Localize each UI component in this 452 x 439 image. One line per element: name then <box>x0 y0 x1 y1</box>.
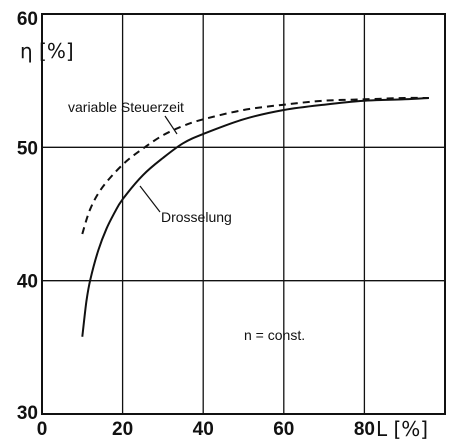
leader-line-drosselung <box>139 185 161 213</box>
series-line-drosselung <box>81 97 429 337</box>
x-tick-label-60: 60 <box>273 419 294 439</box>
x-tick-label-80: 80 <box>354 419 375 439</box>
x-tick-label-40: 40 <box>193 419 214 439</box>
x-tick-label-20: 20 <box>112 419 133 439</box>
x-axis-label: L [%] <box>376 417 428 439</box>
y-tick-label-40: 40 <box>17 272 38 293</box>
annotation-n-const: n = const. <box>244 327 305 343</box>
tick-labels: 0 20 40 60 80 30 40 50 60 <box>17 9 375 439</box>
series-label-drosselung: Drosselung <box>161 209 232 225</box>
series-line-variable-steuerzeit <box>81 96 429 235</box>
y-tick-label-30: 30 <box>17 403 38 424</box>
y-tick-label-50: 50 <box>17 138 38 159</box>
x-tick-label-0: 0 <box>37 419 48 439</box>
grid <box>42 14 445 414</box>
y-tick-label-60: 60 <box>17 9 38 30</box>
series-group <box>81 96 429 337</box>
series-label-variable-steuerzeit: variable Steuerzeit <box>68 99 184 115</box>
plot-frame <box>41 13 446 415</box>
leader-line-variable-steuerzeit <box>164 115 178 135</box>
y-axis-label: η [%] <box>20 39 74 63</box>
